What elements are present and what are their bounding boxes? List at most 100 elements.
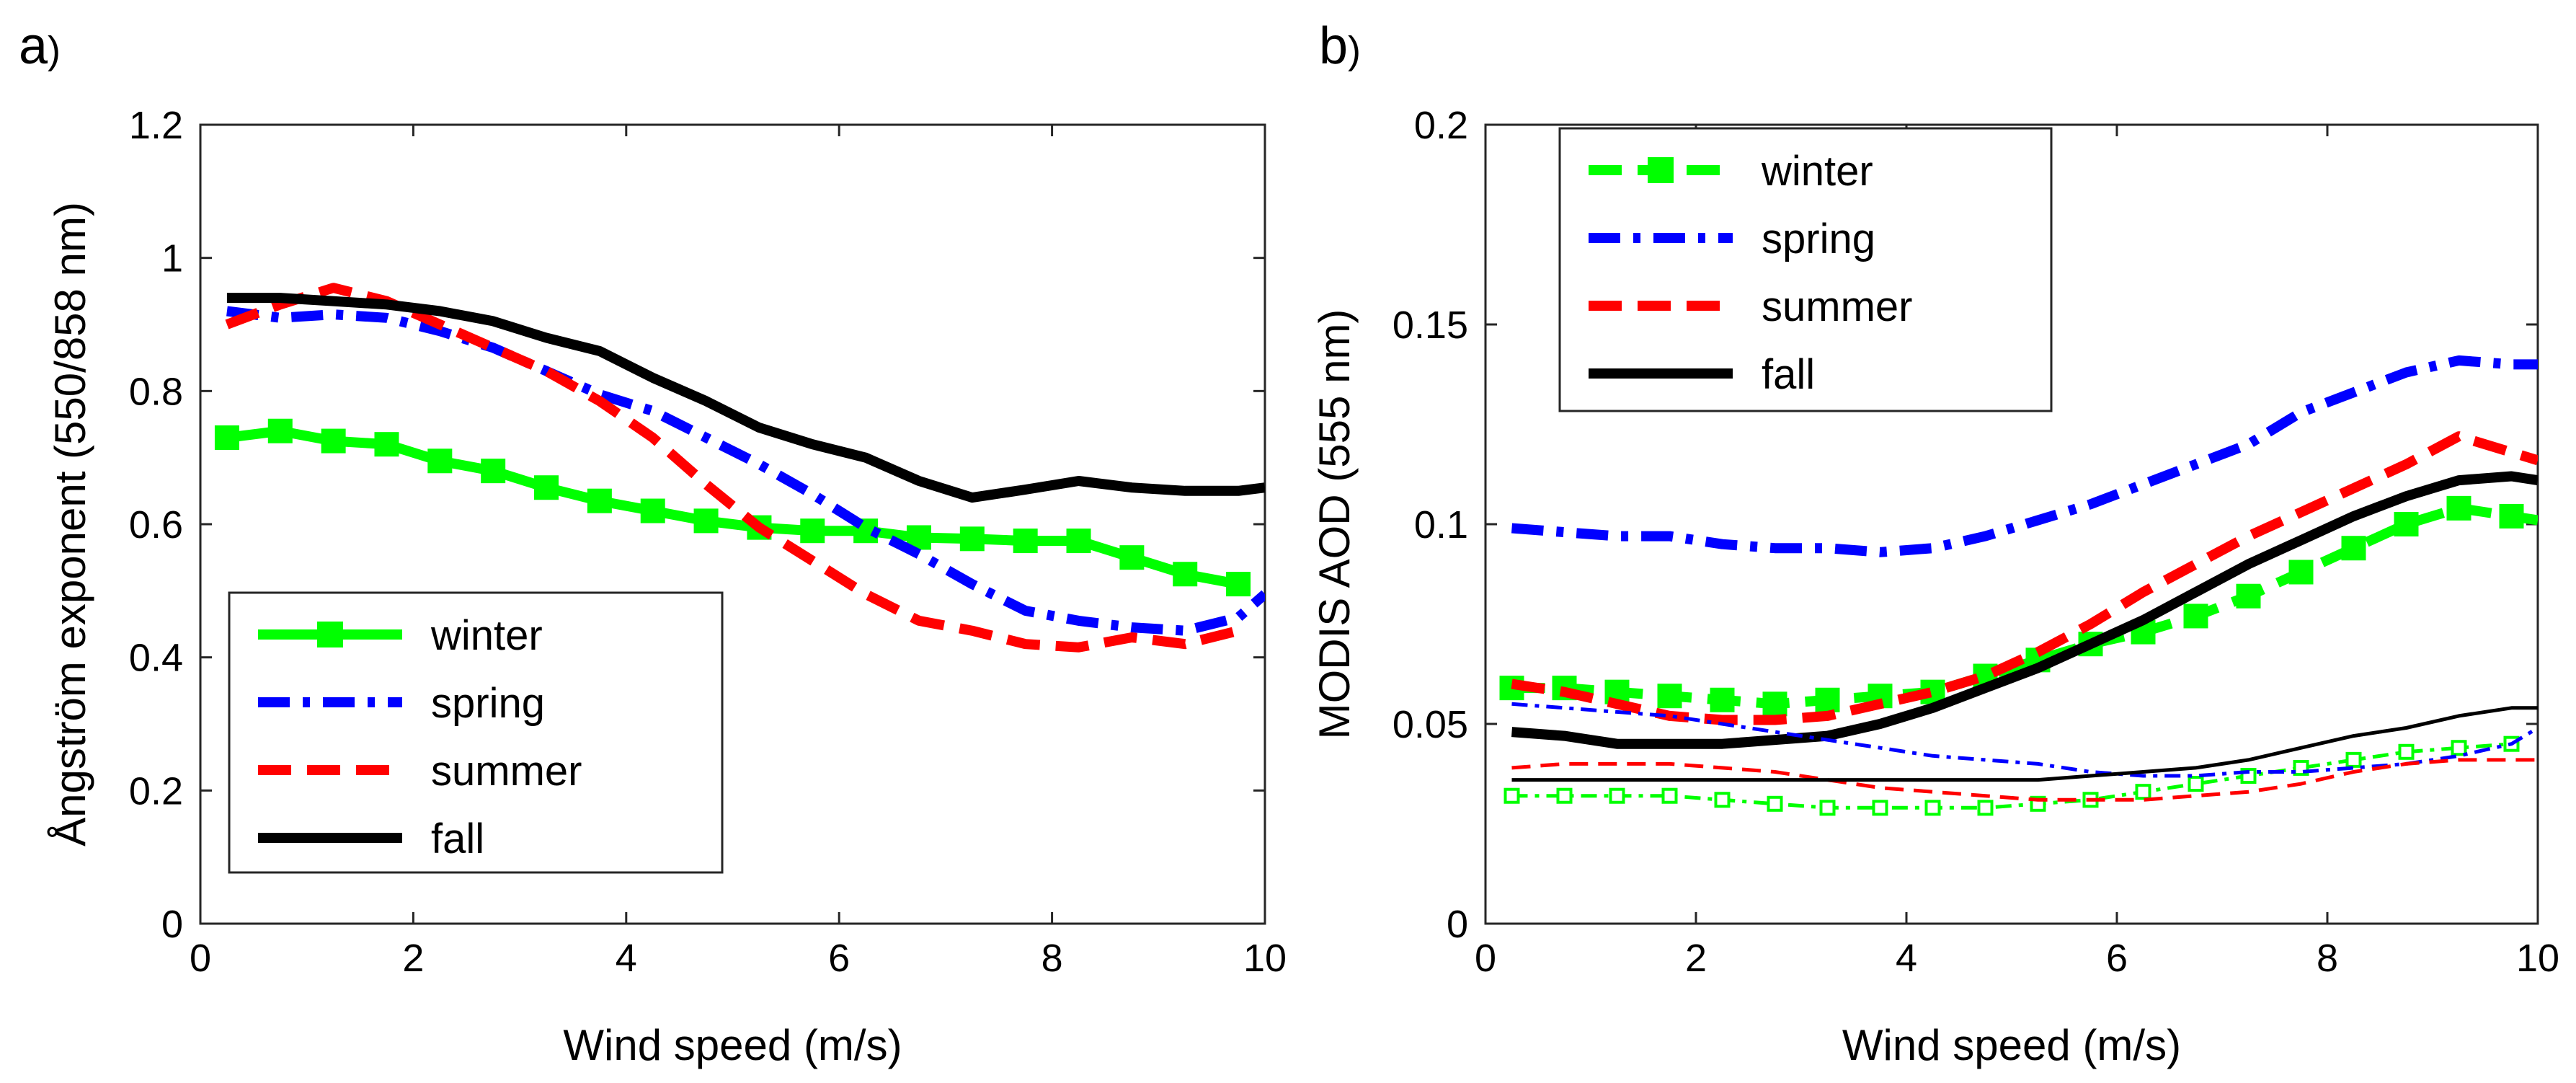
legend-label-winter: winter [1761,148,1873,195]
legend-label-spring: spring [1762,216,1875,262]
marker-winter [534,475,559,500]
x-tick-label: 2 [1685,937,1707,980]
y-tick-label: 0.6 [129,503,183,547]
y-tick-label: 0.05 [1393,703,1468,746]
series-line-winter [1511,503,2538,710]
panel-label-paren: ) [1348,29,1361,72]
marker-winter [2341,536,2366,561]
series-line-spring [1511,355,2538,557]
legend-marker-winter [1648,157,1674,183]
legend: winter spring summer fall [1558,127,2053,412]
marker-winter [693,508,719,534]
y-axis-label: MODIS AOD (555 nm) [1310,309,1359,740]
legend-label-summer: summer [1762,283,1912,330]
marker-winter [2288,560,2314,585]
legend-label-spring: spring [431,680,545,727]
x-tick-label: 6 [828,937,850,980]
marker-winter [1066,529,1091,554]
marker-winter [800,518,825,544]
marker-winter-thin [2398,743,2415,760]
marker-winter-thin [2135,784,2151,800]
series-line-spring [226,306,1265,636]
x-tick-label: 4 [616,937,637,980]
marker-winter [214,425,239,450]
y-axis-label: Ångström exponent (550/858 nm) [46,202,94,846]
series-layer [1499,355,2538,816]
legend-marker-winter [317,622,343,647]
x-tick-label: 8 [2317,937,2338,980]
series-line-fall-thin [1511,706,2538,782]
series-line-fall [226,293,1265,503]
marker-winter [1226,572,1251,597]
marker-winter [959,526,985,552]
x-tick-label: 4 [1896,937,1917,980]
panel-b: 0 2 4 6 8 10 0 0.05 0.1 0.15 0.2 Wind speed (m/s) MO… [1310,17,2559,1069]
x-tick-label: 0 [190,937,211,980]
x-tick-label: 8 [1041,937,1063,980]
x-tick-label: 2 [402,937,424,980]
marker-winter-thin [1504,787,1520,804]
marker-winter [1119,545,1145,570]
marker-winter [2446,495,2471,521]
marker-winter-thin [1977,800,1994,816]
y-tick-label: 1 [161,237,183,280]
marker-winter [374,432,399,457]
marker-winter [2183,604,2208,629]
marker-winter [481,459,506,484]
marker-winter [1657,684,1682,709]
y-tick-label: 0.2 [129,769,183,813]
x-tick-label: 0 [1475,937,1496,980]
y-tick-label: 1.2 [129,104,183,147]
marker-winter-thin [1556,787,1573,804]
y-tick-label: 0.1 [1414,503,1468,547]
marker-winter [2236,583,2261,609]
marker-winter-thin [1924,800,1941,816]
marker-winter [1013,529,1038,554]
x-tick-label: 10 [2516,937,2559,980]
x-tick-label: 6 [2106,937,2128,980]
x-axis-label: Wind speed (m/s) [563,1021,902,1069]
panel-a: 0 2 4 6 8 10 0 0.2 0.4 0.6 0.8 1 1.2 Wind speed (m/s)… [19,17,1287,1069]
series-line-spring-thin [1511,702,2538,778]
marker-winter-thin [1661,787,1678,804]
marker-winter [640,498,665,523]
series-line-winter-thin [1511,742,2512,810]
legend-label-summer: summer [431,748,582,795]
marker-winter-thin [1819,800,1836,816]
x-axis-label: Wind speed (m/s) [1842,1021,2181,1069]
series-line-fall [1511,471,2538,749]
y-tick-label: 0 [161,903,183,946]
series-layer [214,283,1265,653]
panel-label-paren: ) [48,29,61,72]
x-tick-label: 10 [1243,937,1287,980]
legend-label-fall: fall [1762,351,1815,398]
marker-winter [587,488,612,513]
marker-winter [427,448,453,474]
marker-winter-thin [1714,792,1731,808]
marker-winter [2499,503,2524,529]
marker-winter-thin [1609,787,1625,804]
marker-winter-thin [2188,776,2204,792]
y-tick-label: 0.2 [1414,104,1468,147]
marker-winter [2394,512,2419,536]
legend: winter spring summer fall [228,591,724,874]
marker-winter [1710,687,1735,712]
marker-winter [1815,687,1840,712]
y-tick-label: 0.4 [129,637,183,680]
series-line-summer-thin [1511,758,2538,802]
y-tick-label: 0.15 [1393,304,1468,347]
marker-winter [267,418,293,443]
marker-winter-thin [2451,740,2467,756]
marker-winter-thin [1767,795,1783,812]
legend-label-winter: winter [430,612,543,659]
marker-winter-thin [2345,751,2362,768]
legend-box [1558,127,2053,412]
marker-winter [1762,691,1787,717]
legend-label-fall: fall [431,815,484,862]
marker-winter-thin [1872,800,1888,816]
marker-winter [321,428,346,454]
y-tick-label: 0 [1447,903,1468,946]
y-tick-label: 0.8 [129,370,183,413]
